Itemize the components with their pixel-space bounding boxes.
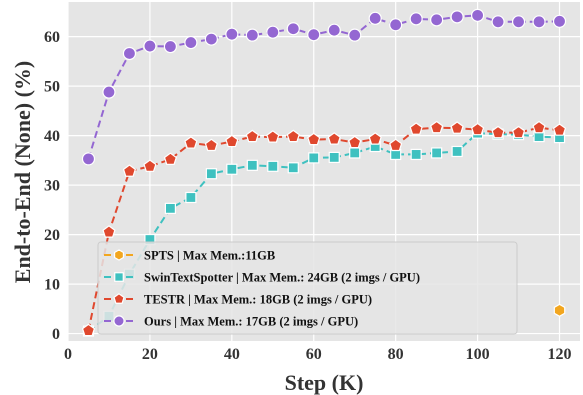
data-point xyxy=(185,191,197,204)
data-point xyxy=(286,22,300,36)
data-point xyxy=(553,303,566,318)
data-point xyxy=(308,152,320,164)
y-tick-label: 10 xyxy=(44,277,60,294)
data-point xyxy=(307,132,321,146)
data-point xyxy=(205,168,217,180)
data-point xyxy=(389,18,403,32)
axis-ticks: 0 10 20 30 40 50 60 0 20 40 60 80 100 120 xyxy=(44,29,572,363)
legend: SPTS | Max Mem.:11GB SwinTextSpotter | Ma… xyxy=(97,241,518,335)
data-point xyxy=(102,225,116,238)
series-2 xyxy=(81,120,567,337)
legend-label: Ours | Max Mem.: 17GB (2 imgs / GPU) xyxy=(144,315,358,329)
data-point xyxy=(204,138,218,152)
x-tick-label: 120 xyxy=(548,346,572,363)
y-axis-label: End-to-End (None) (%) xyxy=(10,61,35,283)
data-point xyxy=(431,147,443,159)
y-tick-label: 30 xyxy=(44,178,60,195)
data-point xyxy=(287,162,299,174)
data-point xyxy=(511,125,526,139)
data-point xyxy=(368,132,382,145)
data-point xyxy=(226,163,238,175)
x-tick-label: 0 xyxy=(64,346,72,363)
data-point xyxy=(450,10,464,24)
data-point xyxy=(409,12,423,26)
x-tick-label: 20 xyxy=(142,346,158,363)
data-point xyxy=(471,8,485,22)
data-point xyxy=(348,135,362,149)
data-point xyxy=(184,35,198,50)
data-point xyxy=(143,39,157,53)
x-tick-label: 80 xyxy=(388,346,404,363)
data-point xyxy=(225,134,239,148)
data-point xyxy=(470,122,485,136)
data-point xyxy=(511,15,526,29)
data-point xyxy=(552,14,567,28)
series-0 xyxy=(553,303,566,318)
data-point xyxy=(327,23,341,37)
legend-marker xyxy=(113,292,125,304)
data-point xyxy=(163,152,178,165)
data-point xyxy=(430,120,444,134)
data-point xyxy=(266,130,280,143)
data-point xyxy=(410,148,422,161)
data-point xyxy=(81,152,96,166)
data-point xyxy=(389,138,403,152)
data-point xyxy=(102,85,116,99)
data-point xyxy=(409,122,423,135)
data-point xyxy=(122,46,137,61)
data-point xyxy=(245,28,259,42)
data-point xyxy=(122,164,137,177)
data-point xyxy=(204,32,218,46)
data-point xyxy=(430,13,444,27)
series-3 xyxy=(81,8,567,166)
legend-label: TESTR | Max Mem.: 18GB (2 imgs / GPU) xyxy=(144,293,372,307)
legend-item: SwinTextSpotter | Max Mem.: 24GB (2 imgs… xyxy=(104,271,420,285)
data-point xyxy=(245,129,259,143)
data-point xyxy=(143,159,157,172)
data-point xyxy=(349,147,361,159)
data-point xyxy=(451,145,463,158)
legend-marker xyxy=(113,315,125,327)
data-point xyxy=(225,27,239,41)
legend-box xyxy=(97,241,518,335)
data-point xyxy=(246,159,258,171)
data-point xyxy=(267,160,279,172)
data-point xyxy=(450,121,464,134)
x-tick-label: 100 xyxy=(466,346,490,363)
legend-item: Ours | Max Mem.: 17GB (2 imgs / GPU) xyxy=(104,315,358,329)
data-point xyxy=(328,151,340,163)
data-point xyxy=(286,129,300,143)
data-point xyxy=(368,11,382,25)
legend-item: SPTS | Max Mem.:11GB xyxy=(104,249,275,263)
data-point xyxy=(164,202,176,214)
legend-label: SwinTextSpotter | Max Mem.: 24GB (2 imgs… xyxy=(144,271,420,285)
data-point xyxy=(491,15,505,29)
data-point xyxy=(163,39,177,54)
y-tick-label: 40 xyxy=(44,128,60,145)
legend-marker xyxy=(114,272,124,282)
data-point xyxy=(81,323,96,337)
series-layer xyxy=(81,8,567,337)
legend-marker xyxy=(113,249,125,261)
legend-item: TESTR | Max Mem.: 18GB (2 imgs / GPU) xyxy=(104,293,372,307)
data-point xyxy=(327,132,341,145)
data-point xyxy=(532,120,546,134)
data-point xyxy=(184,136,198,149)
data-point xyxy=(532,15,546,29)
y-tick-label: 50 xyxy=(44,79,60,96)
data-point xyxy=(266,25,280,39)
data-point xyxy=(552,123,567,136)
x-tick-label: 60 xyxy=(306,346,322,363)
data-point xyxy=(348,28,362,42)
y-tick-label: 60 xyxy=(44,29,60,46)
x-tick-label: 40 xyxy=(224,346,240,363)
data-point xyxy=(491,125,505,139)
data-point xyxy=(307,28,321,42)
y-tick-label: 20 xyxy=(44,227,60,244)
x-axis-label: Step (K) xyxy=(285,370,364,395)
y-tick-label: 0 xyxy=(52,326,60,343)
legend-label: SPTS | Max Mem.:11GB xyxy=(144,249,275,263)
